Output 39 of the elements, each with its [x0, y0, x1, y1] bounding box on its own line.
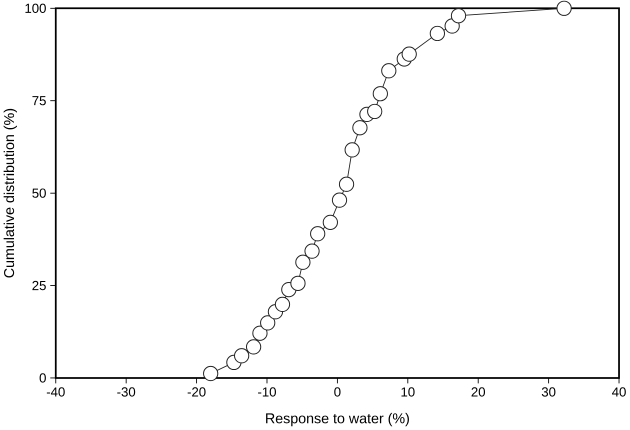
- point: [381, 63, 396, 78]
- point: [344, 142, 360, 158]
- point: [352, 120, 368, 136]
- x-axis-title: Response to water (%): [266, 412, 409, 426]
- point: [450, 8, 466, 24]
- point: [556, 0, 572, 16]
- point: [430, 26, 445, 42]
- point: [203, 366, 218, 382]
- x-tick-label: -40: [46, 387, 65, 397]
- point: [252, 326, 268, 341]
- point: [444, 18, 460, 34]
- y-tick-label: 25: [32, 280, 46, 290]
- x-tick-label: 10: [401, 387, 415, 397]
- point: [332, 192, 348, 208]
- x-tick-label: 20: [472, 387, 486, 397]
- point: [274, 296, 290, 312]
- x-tick-label: -30: [117, 387, 136, 397]
- point: [402, 46, 417, 62]
- y-tick-label: 100: [25, 4, 46, 14]
- point: [295, 254, 311, 270]
- point: [234, 348, 250, 364]
- point: [372, 86, 388, 102]
- point: [310, 226, 326, 242]
- x-tick-label: 0: [334, 387, 341, 397]
- x-tick-label: -10: [258, 387, 276, 397]
- x-tick-label: 30: [542, 387, 556, 397]
- point: [260, 315, 276, 331]
- x-tick-label: -20: [188, 387, 206, 397]
- point: [246, 339, 262, 355]
- x-tick-label: 40: [612, 387, 626, 397]
- point: [322, 214, 338, 230]
- y-axis-title: Cumulative distribution (%): [4, 109, 17, 278]
- point: [290, 276, 306, 292]
- point: [304, 244, 320, 259]
- point: [367, 104, 382, 120]
- point: [338, 176, 354, 192]
- y-tick-label: 0: [40, 373, 46, 383]
- y-tick-label: 75: [32, 96, 46, 106]
- y-tick-label: 50: [32, 188, 46, 198]
